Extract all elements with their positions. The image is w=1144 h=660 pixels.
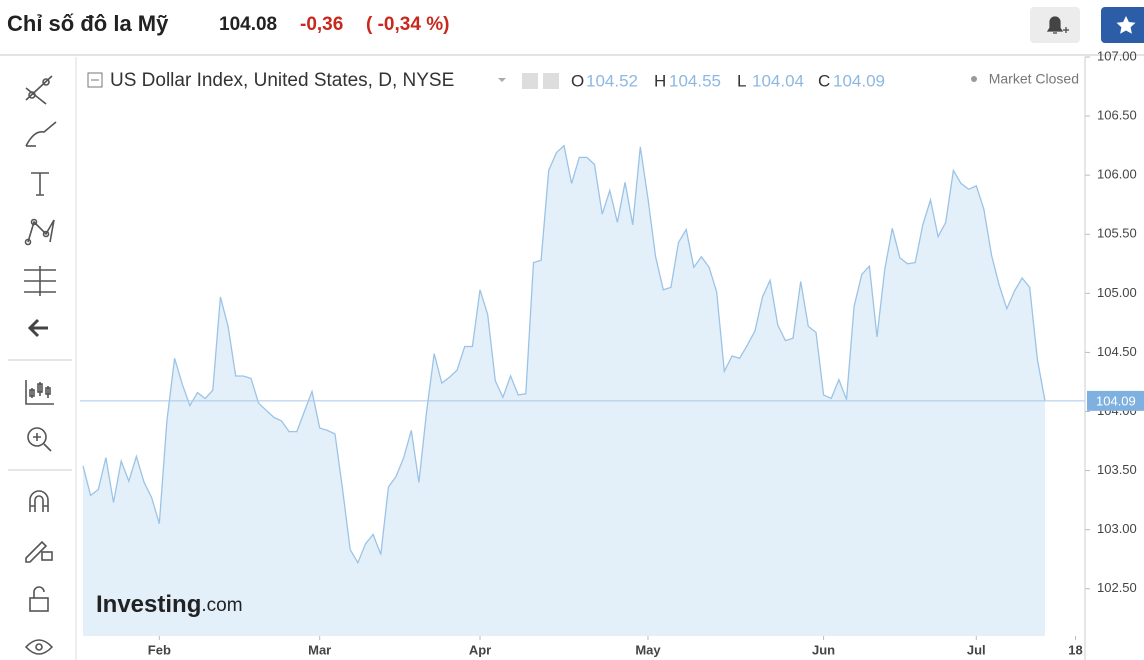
area — [83, 145, 1045, 636]
settings-icon[interactable] — [522, 73, 538, 89]
tool-fib[interactable] — [24, 266, 56, 296]
star-icon — [1116, 16, 1136, 34]
dropdown — [498, 78, 506, 82]
tool-brush[interactable] — [25, 121, 57, 147]
change: -0,36 — [300, 14, 343, 35]
x-tick-label: Feb — [148, 642, 171, 657]
ohlc-label: L — [737, 71, 746, 90]
x-tick-label: Mar — [308, 642, 331, 657]
status-dot — [971, 76, 977, 82]
top-bar — [0, 0, 1144, 55]
ohlc-value: 104.09 — [833, 71, 885, 90]
plot-area: Feb Mar Apr May Jun Jul 18 US Dollar Index, Uni… — [80, 56, 1090, 657]
tool-unlock[interactable] — [29, 586, 49, 612]
tool-magnet[interactable] — [29, 490, 49, 512]
bell-icon — [1046, 16, 1069, 34]
market-status: Market Closed — [989, 71, 1079, 87]
x-tick-label: Jun — [812, 642, 835, 657]
ohlc-value: 104.04 — [752, 71, 804, 90]
y-tick-label: 103.50 — [1097, 462, 1137, 477]
last-value-label: 104.09 — [1096, 393, 1136, 408]
tool-eye[interactable] — [24, 639, 54, 655]
price: 104.08 — [219, 14, 277, 35]
watermark-suffix: .com — [201, 595, 242, 616]
x-tick-label: Jul — [967, 642, 986, 657]
change-percent: ( -0,34 %) — [366, 14, 449, 35]
y-tick-label: 105.50 — [1097, 226, 1137, 241]
settings-icon[interactable] — [543, 73, 559, 89]
watermark: Investing.com — [96, 591, 243, 618]
tool-lock-draw[interactable] — [25, 540, 53, 563]
ohlc-value: 104.55 — [669, 71, 721, 90]
watermark-brand: Investing — [96, 591, 201, 618]
tool-back[interactable] — [27, 318, 48, 338]
toolbar — [0, 57, 76, 660]
chart-title: US Dollar Index, United States, D, NYSE — [110, 70, 454, 91]
x-tick-label: 18 — [1068, 642, 1082, 657]
tool-text[interactable] — [31, 172, 49, 196]
y-tick-label: 103.00 — [1097, 521, 1137, 536]
y-tick-label: 102.50 — [1097, 580, 1137, 595]
tools — [8, 75, 72, 655]
ohlc-value: 104.52 — [586, 71, 638, 90]
ohlc-label: C — [818, 71, 830, 90]
y-tick-label: 104.50 — [1097, 344, 1137, 359]
tool-zoom[interactable] — [27, 427, 52, 452]
ohlc-label: H — [654, 71, 666, 90]
tool-pattern[interactable] — [24, 218, 55, 246]
x-tick-label: May — [635, 642, 661, 657]
tool-lines[interactable] — [25, 75, 53, 105]
x-tick-label: Apr — [469, 642, 491, 657]
last-value-marker — [1087, 390, 1144, 411]
y-tick-label: 106.00 — [1097, 167, 1137, 182]
ohlc-label: O — [571, 71, 584, 90]
page-title: Chỉ số đô la Mỹ — [7, 11, 169, 36]
line — [82, 144, 1046, 565]
tool-candles[interactable] — [25, 380, 54, 405]
y-tick-label: 107.00 — [1097, 48, 1137, 63]
y-tick-label: 106.50 — [1097, 108, 1137, 123]
y-tick-label: 105.00 — [1097, 285, 1137, 300]
